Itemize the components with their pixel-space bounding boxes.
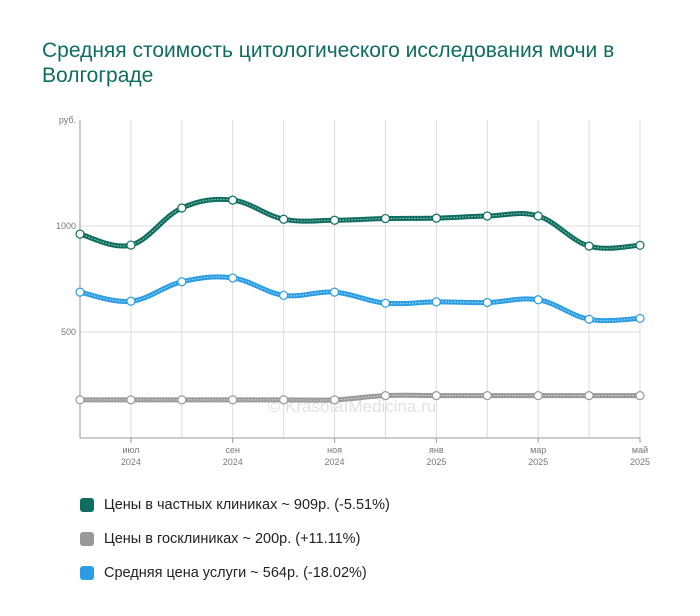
line-chart: © KrasotaIMedicina.ru руб.5001000июл2024… xyxy=(56,115,650,467)
x-tick-label-month: янв xyxy=(429,445,444,455)
series-points xyxy=(75,195,645,405)
data-point xyxy=(482,297,492,308)
data-point xyxy=(75,229,85,239)
data-point xyxy=(279,290,289,300)
x-tick-label-month: мар xyxy=(530,445,546,455)
series-line-highlight xyxy=(79,198,641,249)
data-point xyxy=(228,395,238,405)
data-point xyxy=(329,215,340,225)
data-point xyxy=(533,391,543,401)
legend-swatch xyxy=(80,566,94,580)
data-point xyxy=(635,313,645,324)
x-tick-label-year: 2024 xyxy=(325,457,345,467)
legend-item-public[interactable]: Цены в госклиниках ~ 200р. (+11.11%) xyxy=(80,522,390,556)
data-point xyxy=(279,395,289,405)
data-point xyxy=(380,213,391,224)
data-point xyxy=(126,240,136,250)
series-lines xyxy=(77,196,643,403)
data-point xyxy=(431,391,441,401)
y-tick-label: 1000 xyxy=(56,221,76,231)
legend-swatch xyxy=(80,532,94,546)
x-tick-label-year: 2025 xyxy=(630,457,650,467)
data-point xyxy=(584,314,594,324)
axes: руб. 500 1000 июл 2024 сен 2024 ноя 2024 янв 2025 м… xyxy=(56,115,650,467)
legend-item-private[interactable]: Цены в частных клиниках ~ 909р. (-5.51%) xyxy=(80,488,390,522)
x-tick-label-month: ноя xyxy=(327,445,342,455)
data-point xyxy=(126,395,136,405)
data-point xyxy=(177,203,187,213)
grid xyxy=(79,120,641,438)
data-point xyxy=(635,391,645,401)
x-tick-label-year: 2025 xyxy=(426,457,446,467)
data-point xyxy=(126,296,136,306)
data-point xyxy=(584,241,594,251)
legend-label: Цены в частных клиниках ~ 909р. (-5.51%) xyxy=(104,497,390,513)
data-point xyxy=(177,395,187,405)
data-point xyxy=(177,277,187,287)
x-tick-label-month: июл xyxy=(122,445,139,455)
data-point xyxy=(482,211,492,221)
data-point xyxy=(228,195,238,205)
data-point xyxy=(228,273,238,283)
series-line xyxy=(77,274,643,324)
x-tick-label-month: май xyxy=(632,445,648,455)
data-point xyxy=(75,395,85,405)
data-point xyxy=(380,298,391,308)
x-tick-label-month: сен xyxy=(225,445,240,455)
x-tick-label-year: 2024 xyxy=(121,457,141,467)
data-point xyxy=(431,213,441,223)
y-tick-label: 500 xyxy=(61,327,76,337)
data-point xyxy=(380,391,391,401)
x-tick-label-year: 2025 xyxy=(528,457,548,467)
data-point xyxy=(533,211,543,221)
legend: Цены в частных клиниках ~ 909р. (-5.51%)… xyxy=(80,488,390,590)
legend-swatch xyxy=(80,498,94,512)
y-axis-unit-label: руб. xyxy=(59,115,76,125)
legend-label: Цены в госклиниках ~ 200р. (+11.11%) xyxy=(104,531,361,547)
data-point xyxy=(279,214,289,224)
chart-title: Средняя стоимость цитологического исслед… xyxy=(42,39,615,87)
data-point xyxy=(329,287,340,297)
data-point xyxy=(635,240,645,250)
legend-label: Средняя цена услуги ~ 564р. (-18.02%) xyxy=(104,565,367,581)
series-line-highlight xyxy=(79,276,641,322)
series-line xyxy=(77,196,643,251)
data-point xyxy=(75,287,85,297)
data-point xyxy=(533,295,543,305)
x-tick-label-year: 2024 xyxy=(223,457,243,467)
data-point xyxy=(584,391,594,401)
legend-item-average[interactable]: Средняя цена услуги ~ 564р. (-18.02%) xyxy=(80,556,390,590)
data-point xyxy=(431,297,441,307)
data-point xyxy=(329,395,340,405)
data-point xyxy=(482,391,492,401)
